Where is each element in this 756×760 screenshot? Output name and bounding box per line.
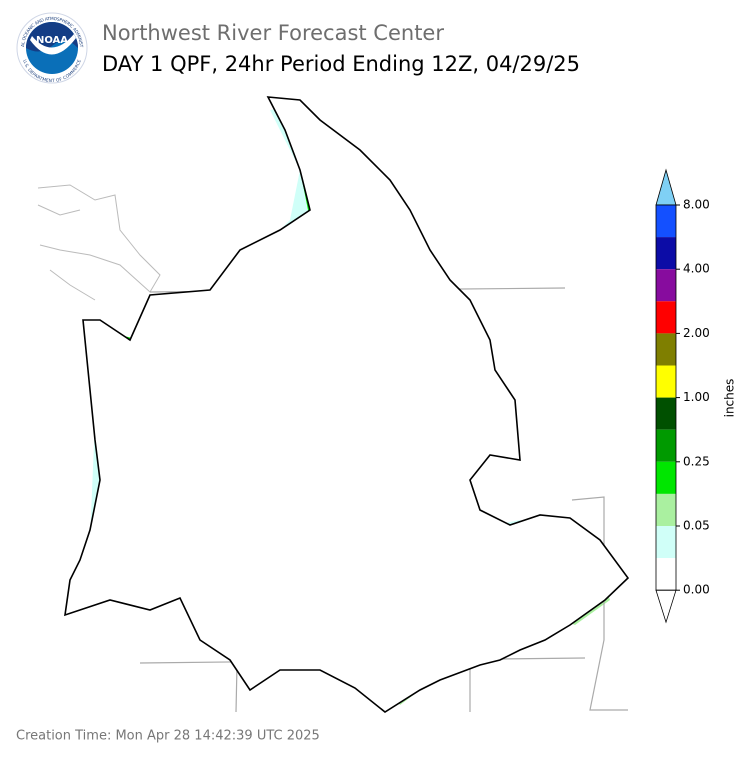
colorbar-bin [656,558,676,591]
colorbar-bin [656,397,676,430]
legend-label: inches [723,379,737,418]
colorbar-bin [656,526,676,559]
colorbar-tick-label: 0.00 [683,583,710,597]
logo-text: NOAA [36,35,68,46]
colorbar-bin [656,429,676,462]
coastline [37,184,161,301]
creation-time: Creation Time: Mon Apr 28 14:42:39 UTC 2… [16,729,320,744]
colorbar-bin [656,493,676,526]
colorbar-tick-label: 0.25 [683,454,710,468]
colorbar-tick-label: 0.05 [683,519,710,533]
colorbar: 8.00 4.00 2.00 1.00 0.25 0.05 0.00 [655,168,710,624]
colorbar-bin [656,269,676,302]
map [37,96,629,713]
colorbar-bin [656,333,676,366]
colorbar-arrow [655,168,677,206]
colorbar-bin [656,205,676,238]
subtitle: DAY 1 QPF, 24hr Period Ending 12Z, 04/29… [102,52,580,76]
colorbar-tick-label: 8.00 [683,198,710,212]
noaa-logo: NOAA NATIONAL OCEANIC AND ATMOSPHERIC AD… [0,0,88,84]
colorbar-tick-label: 2.00 [683,326,710,340]
colorbar-bin [656,237,676,270]
colorbar-arrow [655,589,677,624]
colorbar-tick-label: 4.00 [683,262,710,276]
colorbar-bin [656,461,676,494]
title: Northwest River Forecast Center [102,21,444,45]
colorbar-bin [656,365,676,398]
colorbar-tick-label: 1.00 [683,390,710,404]
colorbar-bin [656,301,676,334]
